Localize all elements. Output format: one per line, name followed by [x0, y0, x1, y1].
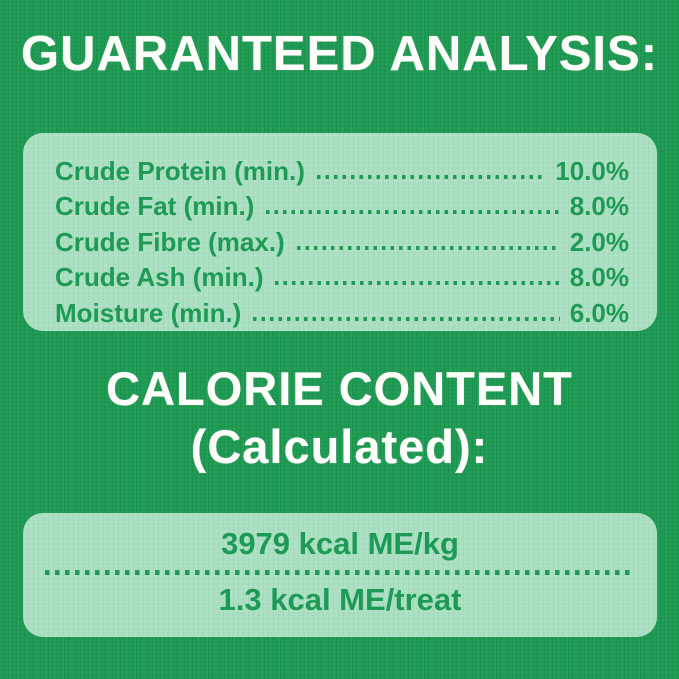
- row-value: 8.0%: [569, 191, 629, 221]
- dotted-leader: [275, 281, 560, 285]
- dotted-leader: [266, 210, 560, 214]
- analysis-panel: Crude Protein (min.) 10.0% Crude Fat (mi…: [23, 133, 657, 331]
- kcal-per-kg: 3979 kcal ME/kg: [221, 526, 459, 561]
- calorie-panel: 3979 kcal ME/kg 1.3 kcal ME/treat: [23, 513, 657, 637]
- row-value: 8.0%: [569, 262, 629, 292]
- row-value: 6.0%: [569, 297, 629, 328]
- calorie-title-line2: (Calculated):: [190, 420, 489, 473]
- analysis-row: Crude Ash (min.) 8.0%: [55, 259, 629, 295]
- dotted-divider: [45, 570, 635, 575]
- dotted-leader: [316, 174, 546, 179]
- row-value: 2.0%: [569, 226, 629, 257]
- row-label: Moisture (min.): [55, 297, 242, 328]
- row-label: Crude Ash (min.): [55, 262, 264, 292]
- analysis-row: Moisture (min.) 6.0%: [55, 294, 629, 330]
- calorie-title-line1: CALORIE CONTENT: [106, 362, 573, 415]
- row-value: 10.0%: [555, 155, 629, 186]
- row-label: Crude Fat (min.): [55, 191, 255, 221]
- row-label: Crude Protein (min.): [55, 155, 305, 186]
- guaranteed-analysis-title: GUARANTEED ANALYSIS:: [20, 27, 659, 81]
- dotted-leader: [253, 316, 560, 321]
- row-label: Crude Fibre (max.): [55, 226, 285, 257]
- analysis-row: Crude Protein (min.) 10.0%: [55, 152, 629, 188]
- kcal-per-treat: 1.3 kcal ME/treat: [218, 581, 462, 617]
- dotted-leader: [296, 245, 560, 250]
- analysis-row: Crude Fat (min.) 8.0%: [55, 188, 629, 224]
- calorie-content-title: CALORIE CONTENT (Calculated):: [0, 360, 679, 476]
- analysis-row: Crude Fibre (max.) 2.0%: [55, 223, 629, 259]
